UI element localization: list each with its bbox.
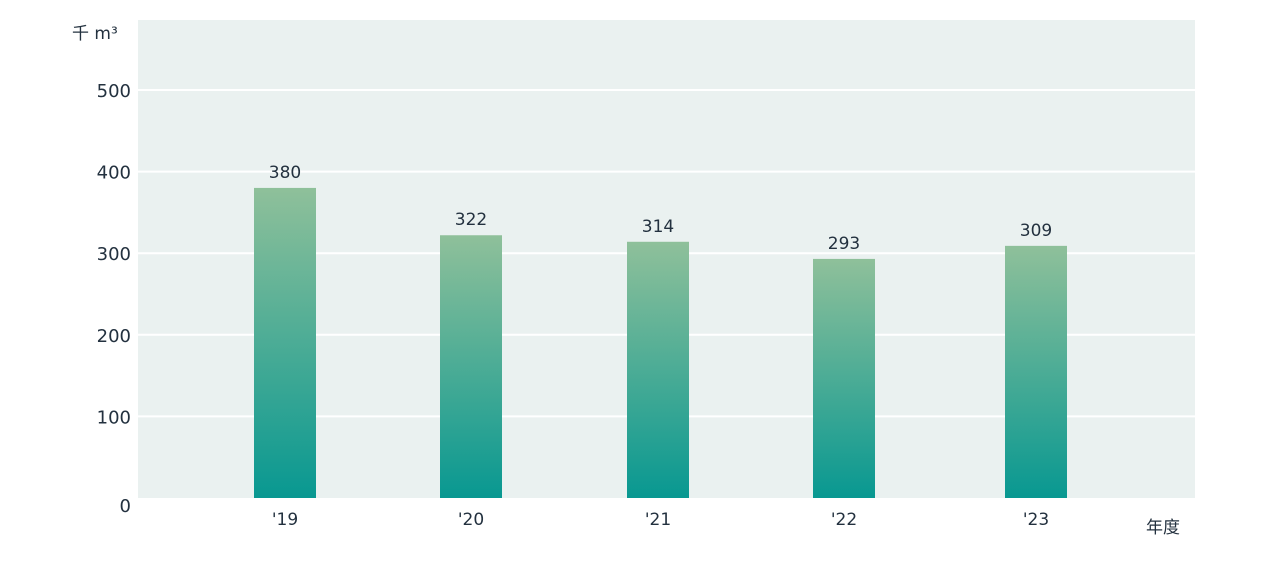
y-axis-ticks: 0 100 200 300 400 500 [97, 81, 131, 517]
data-labels: 380 322 314 293 309 [269, 163, 1052, 254]
y-tick-label: 200 [97, 326, 131, 347]
y-tick-label: 400 [97, 163, 131, 184]
data-label: 293 [828, 234, 860, 254]
x-tick-label: '23 [1023, 510, 1049, 530]
y-tick-label: 500 [97, 81, 131, 102]
x-tick-label: '22 [831, 510, 857, 530]
x-axis-ticks: '19 '20 '21 '22 '23 [272, 510, 1049, 530]
y-axis-unit-label: 千 m³ [72, 24, 118, 44]
bars [254, 187, 1067, 499]
x-axis-unit-label: 年度 [1146, 518, 1180, 538]
y-tick-label: 0 [120, 496, 131, 517]
y-tick-label: 300 [97, 244, 131, 265]
x-tick-label: '20 [458, 510, 484, 530]
bar [627, 241, 689, 498]
bar [440, 235, 502, 499]
bar [1005, 245, 1067, 498]
x-tick-label: '21 [645, 510, 671, 530]
data-label: 309 [1020, 221, 1052, 241]
data-label: 322 [455, 210, 487, 230]
bar [813, 258, 875, 498]
y-tick-label: 100 [97, 407, 131, 428]
bar [254, 187, 316, 499]
data-label: 314 [642, 217, 674, 237]
data-label: 380 [269, 163, 301, 183]
x-tick-label: '19 [272, 510, 298, 530]
